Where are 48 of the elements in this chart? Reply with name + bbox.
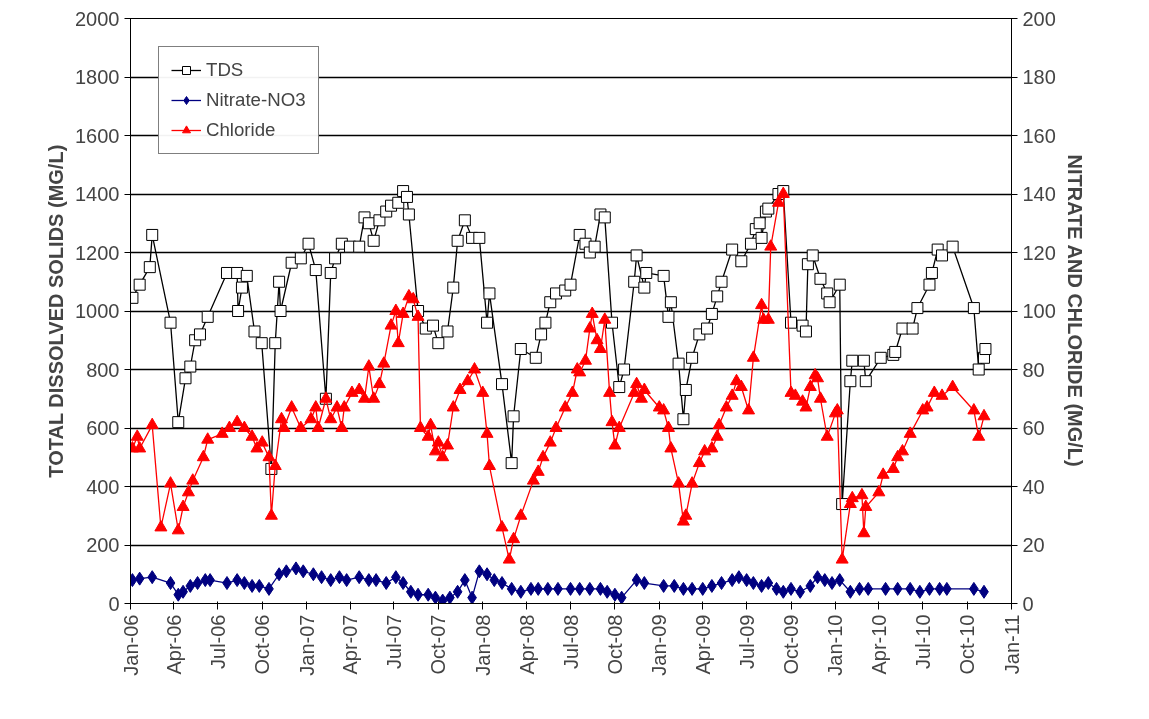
y-tick-label: 1400	[75, 183, 120, 205]
y2-tick-label: 100	[1022, 300, 1056, 322]
x-tick-label: Oct-07	[427, 614, 450, 675]
x-tick-label: Oct-06	[251, 614, 274, 675]
y2-tick-label: 20	[1022, 534, 1045, 556]
y-tick-label: 1600	[75, 124, 120, 147]
x-tick-label: Oct-09	[780, 614, 803, 675]
x-tick-label: Jul-10	[911, 614, 934, 669]
y-tick-label: 1000	[75, 300, 120, 322]
x-tick-label: Jan-07	[295, 614, 318, 676]
x-tick-label: Jul-08	[559, 614, 582, 669]
y-tick-label: 400	[86, 475, 120, 498]
x-tick-label: Apr-06	[162, 614, 185, 675]
y2-tick-label: 60	[1022, 417, 1045, 439]
y2-tick-label: 160	[1022, 124, 1056, 147]
y2-tick-label: 180	[1022, 66, 1056, 88]
x-tick-label: Apr-07	[339, 614, 362, 675]
y2-axis-title: NITRATE AND CHLORIDE (MG/L)	[1063, 154, 1086, 467]
x-tick-label: Jan-06	[119, 614, 142, 676]
y-tick-label: 1800	[75, 66, 120, 88]
legend-label: Nitrate-NO3	[206, 89, 306, 111]
x-tick-label: Jan-11	[1000, 614, 1023, 675]
y-tick-label: 1200	[75, 241, 120, 264]
y-tick-label: 200	[86, 534, 120, 556]
y-tick-label: 2000	[75, 7, 120, 30]
x-tick-label: Apr-09	[691, 614, 714, 675]
x-tick-label: Apr-08	[515, 614, 538, 675]
y2-tick-label: 120	[1022, 241, 1056, 264]
legend-label: TDS	[206, 59, 244, 81]
x-tick-label: Jul-07	[382, 614, 405, 669]
y-tick-label: 0	[108, 592, 120, 615]
x-tick-label: Jan-10	[824, 614, 847, 676]
legend-label: Chloride	[206, 119, 276, 141]
x-tick-label: Jan-09	[648, 614, 671, 676]
y2-tick-label: 0	[1022, 592, 1034, 615]
y-axis-title: TOTAL DISSOLVED SOLIDS (MG/L)	[45, 144, 68, 478]
y2-tick-label: 40	[1022, 475, 1045, 498]
x-tick-label: Jul-09	[735, 614, 758, 669]
y2-tick-label: 200	[1022, 7, 1056, 30]
x-tick-label: Jan-08	[471, 614, 494, 676]
x-tick-label: Jul-06	[206, 614, 229, 669]
y2-tick-label: 80	[1022, 358, 1045, 381]
x-tick-label: Apr-10	[867, 614, 890, 675]
x-tick-label: Oct-10	[956, 614, 979, 675]
y-tick-label: 800	[86, 358, 120, 381]
y2-tick-label: 140	[1022, 183, 1056, 205]
x-tick-label: Oct-08	[603, 614, 626, 675]
y-tick-label: 600	[86, 417, 120, 439]
